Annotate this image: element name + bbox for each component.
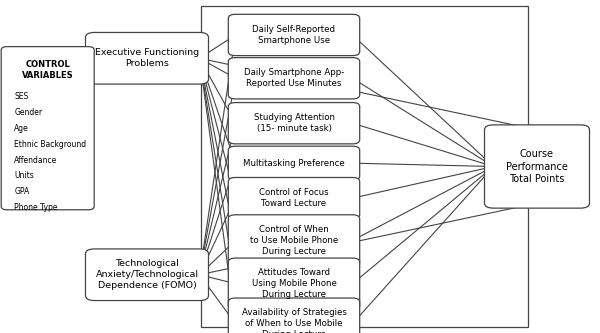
FancyBboxPatch shape (228, 146, 359, 180)
Text: Daily Self-Reported
Smartphone Use: Daily Self-Reported Smartphone Use (253, 25, 335, 45)
Text: Studying Attention
(15- minute task): Studying Attention (15- minute task) (254, 113, 335, 133)
Text: Technological
Anxiety/Technological
Dependence (FOMO): Technological Anxiety/Technological Depe… (95, 259, 199, 290)
Text: GPA: GPA (14, 187, 29, 196)
Text: Daily Smartphone App-
Reported Use Minutes: Daily Smartphone App- Reported Use Minut… (244, 68, 344, 88)
FancyBboxPatch shape (228, 298, 359, 333)
FancyBboxPatch shape (86, 33, 209, 84)
Text: Phone Type: Phone Type (14, 203, 58, 212)
Text: CONTROL
VARIABLES: CONTROL VARIABLES (22, 60, 74, 80)
Text: SES: SES (14, 92, 29, 101)
FancyBboxPatch shape (228, 177, 359, 219)
FancyBboxPatch shape (228, 58, 359, 99)
Text: Multitasking Preference: Multitasking Preference (243, 159, 345, 168)
Text: Affendance: Affendance (14, 156, 58, 165)
Text: Attitudes Toward
Using Mobile Phone
During Lecture: Attitudes Toward Using Mobile Phone Duri… (251, 268, 337, 299)
Text: Control of When
to Use Mobile Phone
During Lecture: Control of When to Use Mobile Phone Duri… (250, 225, 338, 256)
Text: Availability of Strategies
of When to Use Mobile
During Lecture: Availability of Strategies of When to Us… (242, 308, 346, 333)
Text: Gender: Gender (14, 108, 43, 117)
FancyBboxPatch shape (485, 125, 589, 208)
FancyBboxPatch shape (228, 103, 359, 144)
FancyBboxPatch shape (1, 47, 94, 210)
Text: Executive Functioning
Problems: Executive Functioning Problems (95, 48, 199, 68)
Text: Units: Units (14, 171, 34, 180)
FancyBboxPatch shape (228, 258, 359, 309)
Text: Course
Performance
Total Points: Course Performance Total Points (506, 149, 568, 184)
FancyBboxPatch shape (228, 14, 359, 56)
FancyBboxPatch shape (86, 249, 209, 301)
Text: Control of Focus
Toward Lecture: Control of Focus Toward Lecture (259, 188, 329, 208)
Text: Ethnic Background: Ethnic Background (14, 140, 86, 149)
Text: Age: Age (14, 124, 29, 133)
FancyBboxPatch shape (228, 215, 359, 266)
